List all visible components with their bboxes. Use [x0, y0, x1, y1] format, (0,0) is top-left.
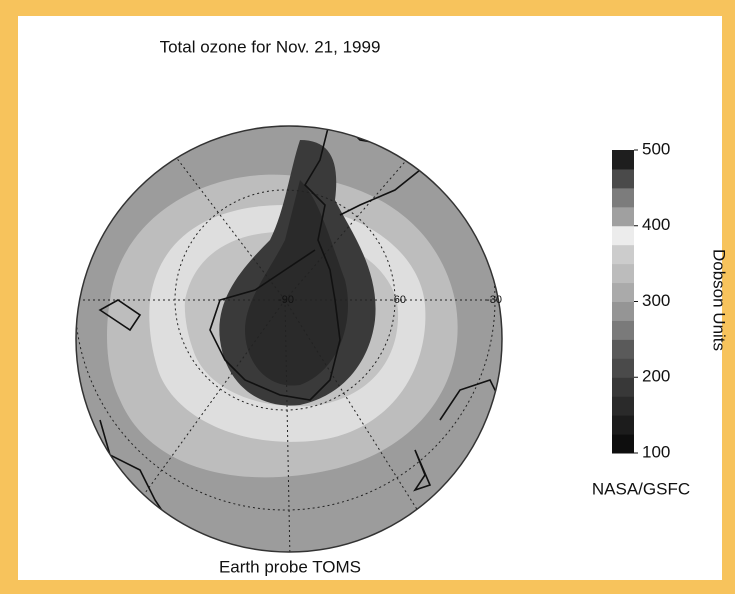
colorbar-band	[612, 358, 634, 377]
colorbar-band	[612, 226, 634, 245]
colorbar-tick-label: 500	[642, 139, 670, 158]
colorbar-tick-label: 400	[642, 215, 670, 234]
colorbar-band	[612, 150, 634, 169]
colorbar-band	[612, 245, 634, 264]
colorbar-band	[612, 264, 634, 283]
map-caption: Earth probe TOMS	[219, 557, 361, 576]
latitude-label: -30	[486, 294, 502, 306]
colorbar-band	[612, 415, 634, 434]
map-title: Total ozone for Nov. 21, 1999	[160, 37, 381, 56]
colorbar-band	[612, 283, 634, 302]
colorbar-band	[612, 396, 634, 415]
colorbar-band	[612, 434, 634, 453]
colorbar-label: Dobson Units	[710, 249, 729, 351]
latitude-label: -90	[278, 294, 294, 306]
colorbar-band	[612, 188, 634, 207]
colorbar-band	[612, 377, 634, 396]
colorbar-band	[612, 207, 634, 226]
page: Total ozone for Nov. 21, 1999 -90	[0, 0, 735, 594]
latitude-label: -60	[390, 294, 406, 306]
colorbar-tick-label: 200	[642, 367, 670, 386]
colorbar-tick-label: 300	[642, 291, 670, 310]
colorbar-tick-label: 100	[642, 442, 670, 461]
credit: NASA/GSFC	[592, 479, 690, 498]
colorbar-band	[612, 339, 634, 358]
colorbar-band	[612, 302, 634, 321]
colorbar-band	[612, 169, 634, 188]
figure: Total ozone for Nov. 21, 1999 -90	[0, 0, 735, 594]
colorbar-band	[612, 320, 634, 339]
